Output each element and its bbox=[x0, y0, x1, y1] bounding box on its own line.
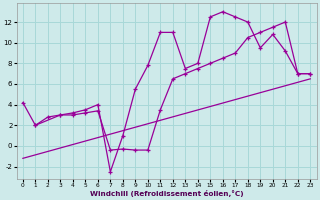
X-axis label: Windchill (Refroidissement éolien,°C): Windchill (Refroidissement éolien,°C) bbox=[90, 190, 244, 197]
